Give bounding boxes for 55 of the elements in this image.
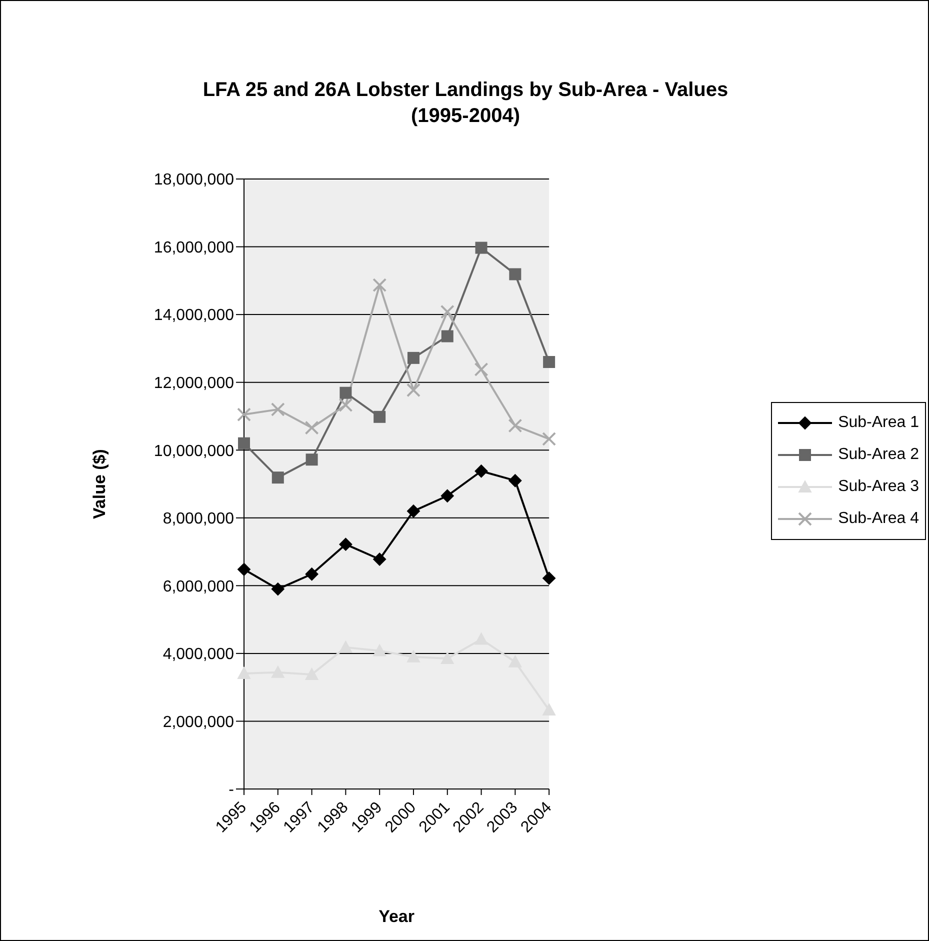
- point: [542, 572, 556, 585]
- y-axis-title: Value ($): [90, 449, 110, 519]
- chart-title: LFA 25 and 26A Lobster Landings by Sub-Area - Values: [202, 78, 730, 103]
- legend-label: Sub-Area 4: [838, 510, 919, 528]
- point: [373, 644, 386, 656]
- point: [440, 304, 454, 319]
- point: [407, 352, 420, 364]
- point: [542, 432, 556, 446]
- point: [441, 330, 454, 342]
- point: [508, 418, 522, 433]
- point: [339, 640, 352, 653]
- point: [542, 704, 556, 716]
- point: [406, 383, 420, 398]
- point: [372, 278, 387, 292]
- point: [339, 538, 352, 551]
- legend-label: Sub-Area 3: [838, 478, 919, 496]
- point: [238, 437, 250, 450]
- point: [475, 242, 488, 254]
- y-tick-label: 6,000,000: [162, 578, 234, 596]
- point: [374, 410, 386, 423]
- point: [373, 552, 386, 566]
- point: [238, 562, 250, 576]
- legend-label: Sub-Area 1: [838, 414, 919, 432]
- point: [474, 362, 488, 376]
- point: [508, 474, 522, 488]
- point: [270, 402, 285, 416]
- y-tick-label: 10,000,000: [154, 442, 234, 460]
- point: [238, 666, 250, 679]
- point: [304, 420, 319, 435]
- point: [272, 472, 284, 484]
- point: [406, 504, 420, 518]
- y-tick-label: 8,000,000: [162, 510, 234, 528]
- x-axis-title: Year: [378, 907, 415, 926]
- point: [406, 650, 420, 662]
- y-tick-label: 18,000,000: [154, 172, 234, 189]
- point: [509, 268, 522, 280]
- y-tick-label: 4,000,000: [162, 646, 234, 664]
- chart-subtitle: (1995-2004): [410, 104, 521, 129]
- point: [271, 582, 284, 596]
- point: [237, 408, 251, 422]
- legend-label: Sub-Area 2: [838, 446, 919, 464]
- point: [474, 464, 488, 478]
- point: [440, 652, 454, 664]
- point: [306, 454, 318, 466]
- y-tick-label: 14,000,000: [154, 307, 234, 324]
- point: [338, 398, 353, 412]
- point: [508, 655, 522, 668]
- point: [440, 489, 454, 502]
- point: [543, 356, 556, 368]
- point: [305, 568, 318, 581]
- y-tick-label: 2,000,000: [162, 714, 234, 731]
- point: [340, 386, 352, 399]
- y-tick-label: 16,000,000: [154, 239, 234, 256]
- y-tick-label: -: [228, 782, 234, 799]
- y-tick-label: 12,000,000: [154, 375, 234, 392]
